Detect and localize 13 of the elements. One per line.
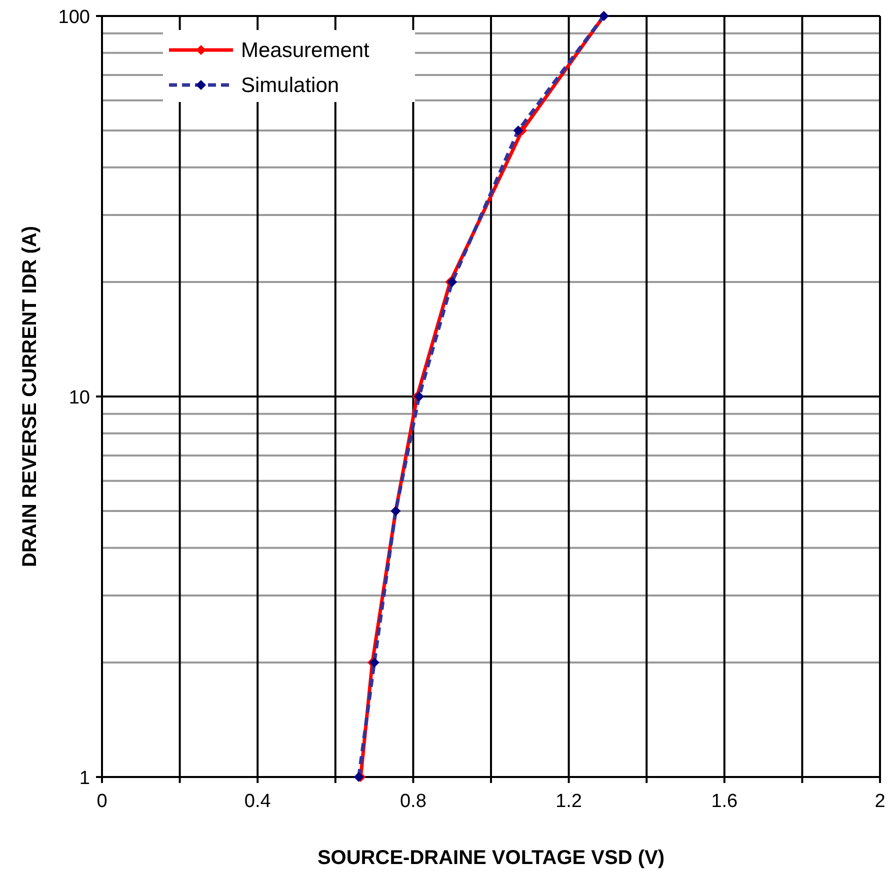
y-tick-label: 100 <box>58 7 90 28</box>
y-axis-title: DRAIN REVERSE CURRENT IDR (A) <box>19 226 41 568</box>
y-tick-label: 10 <box>68 388 90 408</box>
x-tick-label: 2 <box>874 791 886 812</box>
x-tick-label: 0.4 <box>244 791 272 812</box>
legend-label: Simulation <box>241 74 340 97</box>
x-tick-label: 1.2 <box>556 791 582 812</box>
x-tick-label: 0.8 <box>400 791 426 812</box>
legend-label: Measurement <box>241 39 370 62</box>
x-tick-label: 1.6 <box>711 791 738 812</box>
x-axis-title: SOURCE-DRAINE VOLTAGE VSD (V) <box>317 847 665 869</box>
x-tick-label: 0 <box>96 791 108 812</box>
y-tick-label: 1 <box>79 768 90 789</box>
